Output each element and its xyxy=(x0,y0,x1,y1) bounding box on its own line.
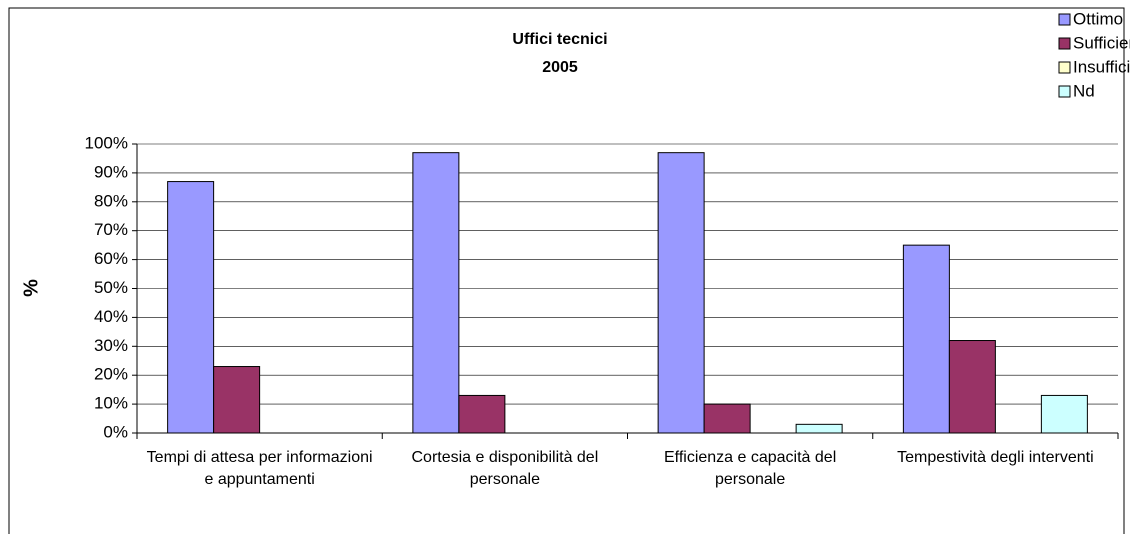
bar xyxy=(948,340,996,434)
x-tick-label: Cortesia e disponibilità del personale xyxy=(411,449,599,488)
y-tick-label: 50% xyxy=(94,278,128,297)
chart-subtitle: 2005 xyxy=(542,59,578,76)
bar xyxy=(412,152,460,434)
legend-swatch xyxy=(1058,61,1071,74)
bar xyxy=(1040,394,1088,434)
legend-label: Insufficiente xyxy=(1073,57,1130,76)
bar xyxy=(902,244,950,434)
x-tick-label: Tempi di attesa per informazioni e appun… xyxy=(146,449,373,488)
bar xyxy=(703,403,751,434)
y-tick-label: 10% xyxy=(94,394,128,413)
legend-swatch xyxy=(1058,85,1071,98)
x-tick-label: Efficienza e capacità del personale xyxy=(663,449,837,488)
y-tick-label: 70% xyxy=(94,220,128,239)
chart-frame xyxy=(8,7,1125,534)
chart-title: Uffici tecnici xyxy=(512,31,607,48)
bar xyxy=(657,152,705,434)
y-tick-label: 100% xyxy=(85,133,128,152)
x-tick-label: Tempestività degli interventi xyxy=(897,449,1094,466)
bar xyxy=(213,366,261,434)
bar xyxy=(167,181,215,434)
y-axis-label: % xyxy=(20,279,42,297)
legend-swatch xyxy=(1058,37,1071,50)
legend-label: Ottimo xyxy=(1073,9,1123,28)
bar xyxy=(795,423,843,434)
legend-label: Sufficiente xyxy=(1073,33,1130,52)
y-tick-label: 60% xyxy=(94,249,128,268)
y-tick-label: 90% xyxy=(94,162,128,181)
y-tick-label: 80% xyxy=(94,191,128,210)
legend-label: Nd xyxy=(1073,81,1095,100)
legend-swatch xyxy=(1058,13,1071,26)
y-tick-label: 0% xyxy=(103,422,128,441)
bar xyxy=(458,394,506,434)
y-tick-label: 20% xyxy=(94,365,128,384)
y-tick-label: 40% xyxy=(94,307,128,326)
y-tick-label: 30% xyxy=(94,336,128,355)
